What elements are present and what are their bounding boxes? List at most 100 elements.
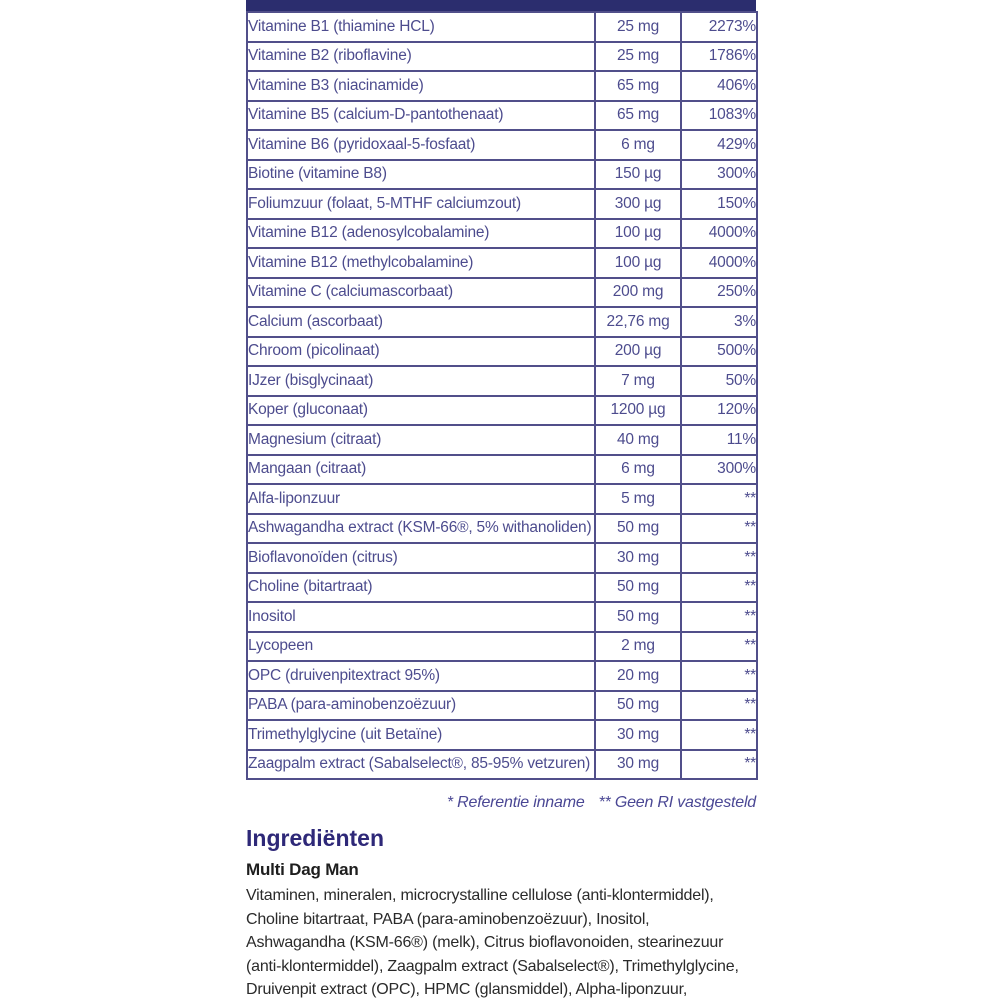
amount-cell: 65 mg [594,99,682,131]
ri-percent-cell: 300% [680,453,758,485]
ingredient-name-cell: Alfa-liponzuur [246,483,596,515]
ingredient-name-cell: Vitamine B12 (methylcobalamine) [246,247,596,279]
table-row: Calcium (ascorbaat) 22,76 mg 3% [246,306,758,338]
ingredient-name-cell: Vitamine B5 (calcium-D-pantothenaat) [246,99,596,131]
ri-percent-cell: 4000% [680,217,758,249]
ingredient-name-cell: OPC (druivenpitextract 95%) [246,660,596,692]
ingredient-name-cell: Lycopeen [246,630,596,662]
ri-percent-cell: 300% [680,158,758,190]
ingredient-name-cell: Chroom (picolinaat) [246,335,596,367]
table-row: Vitamine B12 (methylcobalamine) 100 µg 4… [246,247,758,279]
table-row: Trimethylglycine (uit Betaïne) 30 mg ** [246,719,758,751]
ingredient-name-cell: Inositol [246,601,596,633]
ri-percent-cell: ** [680,542,758,574]
amount-cell: 30 mg [594,542,682,574]
ri-percent-cell: ** [680,748,758,780]
ri-percent-cell: 2273% [680,11,758,43]
table-row: Vitamine B2 (riboflavine) 25 mg 1786% [246,40,758,72]
ingredient-name-cell: Ashwagandha extract (KSM-66®, 5% withano… [246,512,596,544]
ingredient-name-cell: IJzer (bisglycinaat) [246,365,596,397]
ingredient-name-cell: Biotine (vitamine B8) [246,158,596,190]
ri-percent-cell: ** [680,571,758,603]
table-row: Vitamine B12 (adenosylcobalamine) 100 µg… [246,217,758,249]
table-row: PABA (para-aminobenzoëzuur) 50 mg ** [246,689,758,721]
footnote-no-ri: ** Geen RI vastgesteld [598,794,757,811]
ri-percent-cell: 406% [680,70,758,102]
ri-percent-cell: ** [680,630,758,662]
table-row: Vitamine B3 (niacinamide) 65 mg 406% [246,70,758,102]
amount-cell: 100 µg [594,217,682,249]
ingredient-name-cell: Vitamine B1 (thiamine HCL) [246,11,596,43]
ingredient-name-cell: Vitamine B2 (riboflavine) [246,40,596,72]
table-row: Vitamine B6 (pyridoxaal-5-fosfaat) 6 mg … [246,129,758,161]
ri-percent-cell: 500% [680,335,758,367]
ri-percent-cell: 4000% [680,247,758,279]
ri-percent-cell: 120% [680,394,758,426]
ingredients-heading: Ingrediënten [246,825,385,851]
ingredient-name-cell: Zaagpalm extract (Sabalselect®, 85-95% v… [246,748,596,780]
ingredient-name-cell: Vitamine B6 (pyridoxaal-5-fosfaat) [246,129,596,161]
amount-cell: 7 mg [594,365,682,397]
ri-percent-cell: ** [680,483,758,515]
ingredient-name-cell: Vitamine B12 (adenosylcobalamine) [246,217,596,249]
amount-cell: 50 mg [594,601,682,633]
ingredient-name-cell: Mangaan (citraat) [246,453,596,485]
table-row: IJzer (bisglycinaat) 7 mg 50% [246,365,758,397]
amount-cell: 40 mg [594,424,682,456]
amount-cell: 150 µg [594,158,682,190]
ri-percent-cell: ** [680,660,758,692]
table-row: Foliumzuur (folaat, 5-MTHF calciumzout) … [246,188,758,220]
ri-percent-cell: 1786% [680,40,758,72]
amount-cell: 2 mg [594,630,682,662]
footnote-reference-intake: * Referentie inname [446,794,585,811]
table-row: Mangaan (citraat) 6 mg 300% [246,453,758,485]
ingredient-name-cell: Vitamine B3 (niacinamide) [246,70,596,102]
ingredient-name-cell: PABA (para-aminobenzoëzuur) [246,689,596,721]
supplement-facts-table: Vitamine B1 (thiamine HCL) 25 mg 2273% V… [246,11,758,780]
supplement-label: Vitamine B1 (thiamine HCL) 25 mg 2273% V… [246,0,758,1002]
amount-cell: 50 mg [594,689,682,721]
table-row: OPC (druivenpitextract 95%) 20 mg ** [246,660,758,692]
ri-percent-cell: ** [680,689,758,721]
product-name: Multi Dag Man [246,860,359,879]
table-row: Bioflavonoïden (citrus) 30 mg ** [246,542,758,574]
amount-cell: 65 mg [594,70,682,102]
amount-cell: 25 mg [594,11,682,43]
ri-percent-cell: 150% [680,188,758,220]
amount-cell: 22,76 mg [594,306,682,338]
table-row: Choline (bitartraat) 50 mg ** [246,571,758,603]
supplement-table-body: Vitamine B1 (thiamine HCL) 25 mg 2273% V… [246,11,758,780]
ingredients-text: Vitaminen, mineralen, microcrystalline c… [246,887,739,998]
table-row: Vitamine C (calciumascorbaat) 200 mg 250… [246,276,758,308]
amount-cell: 25 mg [594,40,682,72]
table-row: Magnesium (citraat) 40 mg 11% [246,424,758,456]
ingredient-name-cell: Calcium (ascorbaat) [246,306,596,338]
ri-percent-cell: 1083% [680,99,758,131]
amount-cell: 100 µg [594,247,682,279]
ingredient-name-cell: Choline (bitartraat) [246,571,596,603]
amount-cell: 50 mg [594,512,682,544]
ri-percent-cell: ** [680,512,758,544]
table-row: Inositol 50 mg ** [246,601,758,633]
ri-percent-cell: 11% [680,424,758,456]
table-header-bar [246,0,756,11]
amount-cell: 30 mg [594,719,682,751]
table-row: Lycopeen 2 mg ** [246,630,758,662]
table-row: Alfa-liponzuur 5 mg ** [246,483,758,515]
ingredient-name-cell: Koper (gluconaat) [246,394,596,426]
ingredient-name-cell: Foliumzuur (folaat, 5-MTHF calciumzout) [246,188,596,220]
amount-cell: 6 mg [594,129,682,161]
amount-cell: 5 mg [594,483,682,515]
amount-cell: 6 mg [594,453,682,485]
ri-percent-cell: ** [680,719,758,751]
ri-percent-cell: 429% [680,129,758,161]
ri-percent-cell: 250% [680,276,758,308]
ingredient-name-cell: Bioflavonoïden (citrus) [246,542,596,574]
amount-cell: 300 µg [594,188,682,220]
table-row: Vitamine B1 (thiamine HCL) 25 mg 2273% [246,11,758,43]
table-row: Chroom (picolinaat) 200 µg 500% [246,335,758,367]
table-footnote: * Referentie inname ** Geen RI vastgestel… [246,794,756,812]
amount-cell: 200 µg [594,335,682,367]
ingredient-name-cell: Magnesium (citraat) [246,424,596,456]
table-row: Biotine (vitamine B8) 150 µg 300% [246,158,758,190]
